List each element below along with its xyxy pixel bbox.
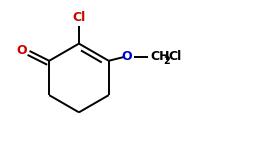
Text: Cl: Cl [169,50,182,63]
Text: CH: CH [150,50,169,63]
Text: O: O [121,50,132,63]
Text: Cl: Cl [72,11,86,24]
Text: O: O [16,45,27,58]
Text: 2: 2 [164,56,170,66]
